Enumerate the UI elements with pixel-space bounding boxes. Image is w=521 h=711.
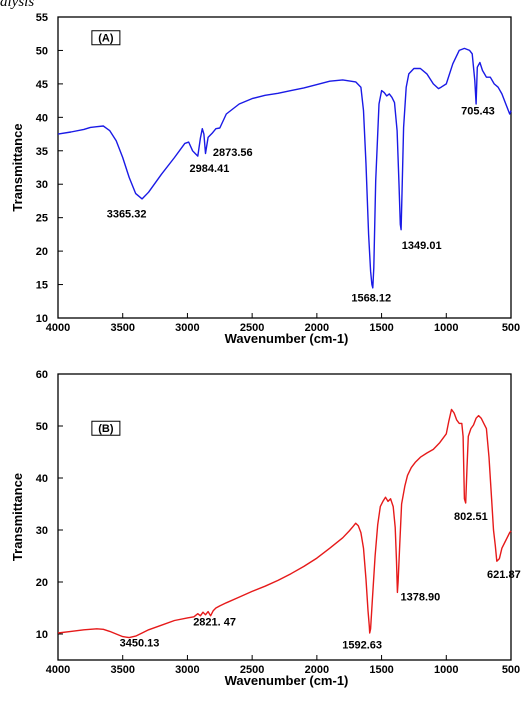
panel-b-peak-label: 1378.90 xyxy=(401,592,441,604)
panel-b-x-axis-title: Wavenumber (cm-1) xyxy=(225,673,349,688)
panel-b-x-tick-label: 3000 xyxy=(175,664,199,676)
panel-a-y-tick-label: 30 xyxy=(36,179,48,191)
panel-b-y-tick-label: 30 xyxy=(36,525,48,537)
panel-a-x-tick-label: 3000 xyxy=(175,322,199,334)
panel-a-y-tick-label: 15 xyxy=(36,280,48,292)
panel-b-x-tick-label: 1500 xyxy=(369,664,393,676)
panel-a: 4000 3500 3000 2500 2000 1500 1000 500 10 15 20 25 3… xyxy=(10,12,520,346)
panel-b-y-tick-label: 50 xyxy=(36,421,48,433)
panel-a-x-tick-label: 2000 xyxy=(305,322,329,334)
panel-a-y-tick-label: 20 xyxy=(36,246,48,258)
panel-b-x-tick-label: 3500 xyxy=(110,664,134,676)
panel-a-x-tick-label: 500 xyxy=(502,322,520,334)
panel-b-spectrum-line xyxy=(57,408,512,639)
page-header-fragment: alysis xyxy=(0,0,35,10)
panel-b-x-tick-label: 500 xyxy=(502,664,520,676)
panel-a-x-axis-title: Wavenumber (cm-1) xyxy=(225,331,349,346)
panel-a-y-axis-title: Transmittance xyxy=(10,123,25,211)
panel-b-y-tick-label: 10 xyxy=(36,629,48,641)
panel-b-label-box xyxy=(91,420,121,436)
panel-a-x-tick-label: 3500 xyxy=(110,322,134,334)
panel-b-peak-label: 802.51 xyxy=(454,511,488,523)
panel-a-x-tick-label: 4000 xyxy=(46,322,70,334)
panel-a-x-tick-label: 2500 xyxy=(240,322,264,334)
panel-b-x-tick-label: 1000 xyxy=(434,664,458,676)
panel-a-y-tick-label: 45 xyxy=(36,79,48,91)
panel-b-y-tick-label: 60 xyxy=(36,369,48,381)
panel-b-label: (B) xyxy=(98,423,114,435)
panel-b-peak-label: 621.87 xyxy=(487,569,521,581)
panel-b-plot-frame xyxy=(57,373,512,661)
panel-b-peak-label: 3450.13 xyxy=(120,637,160,649)
panel-a-y-tick-label: 40 xyxy=(36,112,48,124)
panel-a-y-tick-label: 10 xyxy=(36,313,48,325)
panel-b-y-tick-label: 40 xyxy=(36,473,48,485)
panel-a-peak-label: 1349.01 xyxy=(402,240,442,252)
panel-a-plot-frame xyxy=(57,16,512,319)
panel-a-y-tick-label: 55 xyxy=(36,12,48,24)
panel-a-x-tick-label: 1500 xyxy=(369,322,393,334)
panel-a-peak-label: 705.43 xyxy=(461,106,495,118)
panel-a-y-tick-label: 50 xyxy=(36,45,48,57)
panel-a-y-tick-label: 25 xyxy=(36,213,48,225)
panel-b: 4000 3500 3000 2500 2000 1500 1000 500 10 20 30 40 5… xyxy=(10,369,521,688)
panel-a-spectrum-line xyxy=(57,47,512,289)
panel-a-peak-label: 2984.41 xyxy=(190,163,230,175)
panel-a-peak-label: 1568.12 xyxy=(351,292,391,304)
panel-a-y-tick-label: 35 xyxy=(36,146,48,158)
panel-a-peak-label: 2873.56 xyxy=(213,147,253,159)
panel-b-peak-label: 1592.63 xyxy=(342,640,382,652)
panel-b-x-tick-label: 2000 xyxy=(305,664,329,676)
panel-a-label-box xyxy=(91,30,121,46)
panel-b-y-axis-title: Transmittance xyxy=(10,473,25,561)
panel-a-x-tick-label: 1000 xyxy=(434,322,458,334)
panel-b-x-tick-label: 4000 xyxy=(46,664,70,676)
panel-b-peak-label: 2821. 47 xyxy=(193,617,236,629)
panel-b-y-tick-label: 20 xyxy=(36,577,48,589)
panel-b-x-tick-label: 2500 xyxy=(240,664,264,676)
panel-a-peak-label: 3365.32 xyxy=(107,209,147,221)
panel-a-label: (A) xyxy=(98,33,114,45)
